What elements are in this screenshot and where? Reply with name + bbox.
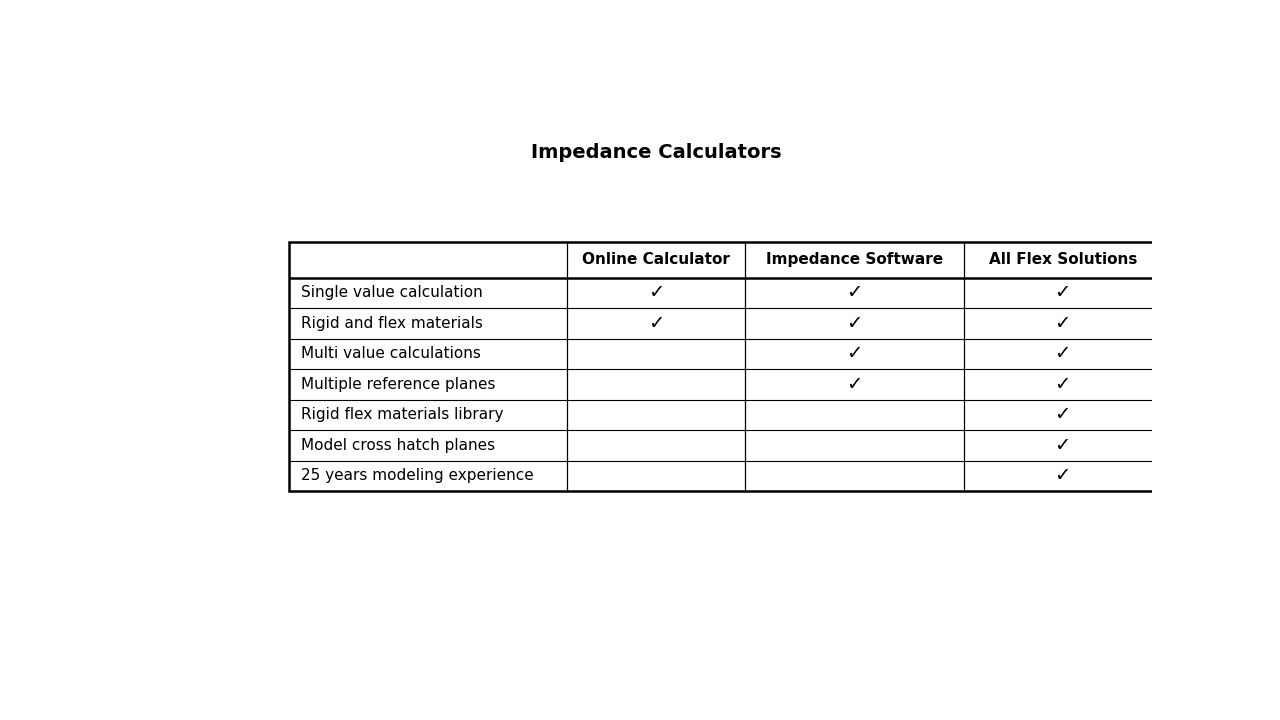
Text: Multiple reference planes: Multiple reference planes [301, 377, 495, 392]
Text: Multi value calculations: Multi value calculations [301, 346, 481, 361]
Text: ✓: ✓ [1055, 436, 1071, 455]
Text: Rigid and flex materials: Rigid and flex materials [301, 316, 483, 331]
Text: ✓: ✓ [846, 344, 863, 364]
Text: ✓: ✓ [846, 284, 863, 302]
Text: Rigid flex materials library: Rigid flex materials library [301, 408, 503, 423]
Text: ✓: ✓ [1055, 375, 1071, 394]
Text: Impedance Calculators: Impedance Calculators [531, 143, 781, 163]
Text: Online Calculator: Online Calculator [582, 252, 730, 267]
Text: Single value calculation: Single value calculation [301, 285, 483, 300]
Text: ✓: ✓ [1055, 284, 1071, 302]
Text: ✓: ✓ [648, 314, 664, 333]
Text: All Flex Solutions: All Flex Solutions [988, 252, 1137, 267]
Text: 25 years modeling experience: 25 years modeling experience [301, 469, 534, 483]
Text: Model cross hatch planes: Model cross hatch planes [301, 438, 495, 453]
Text: ✓: ✓ [846, 314, 863, 333]
Text: Impedance Software: Impedance Software [765, 252, 943, 267]
Text: ✓: ✓ [1055, 344, 1071, 364]
Text: ✓: ✓ [846, 375, 863, 394]
Text: ✓: ✓ [1055, 467, 1071, 485]
Bar [289, 242, 1162, 491]
Text: ✓: ✓ [1055, 405, 1071, 424]
Text: ✓: ✓ [648, 284, 664, 302]
Text: ✓: ✓ [1055, 314, 1071, 333]
